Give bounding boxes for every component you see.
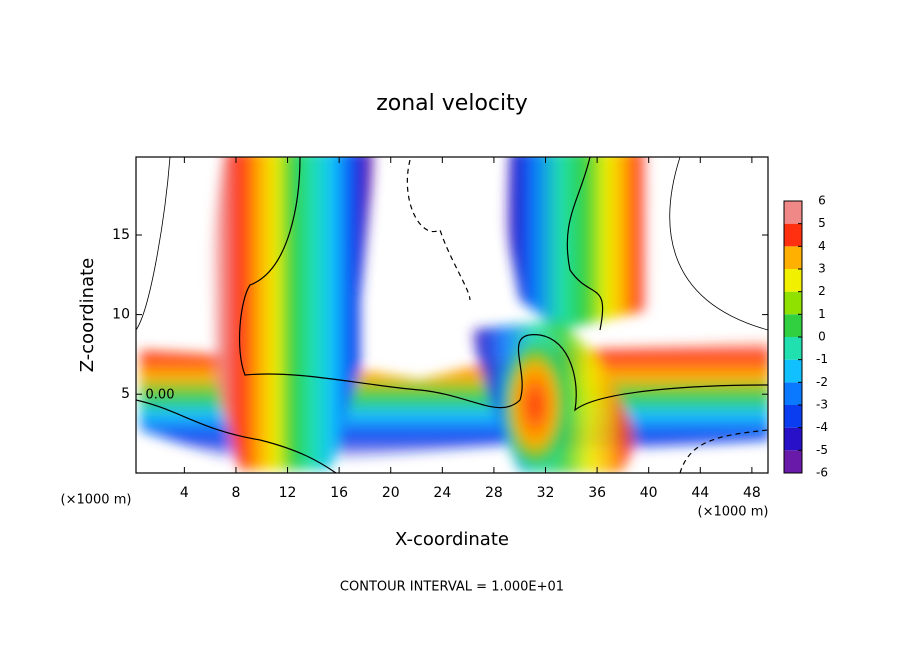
x-tick-label: 4 — [180, 485, 189, 501]
x-axis-label: X-coordinate — [395, 529, 509, 550]
colorbar-band — [784, 337, 802, 360]
x-tick-label: 24 — [433, 485, 451, 501]
colorbar-band — [784, 359, 802, 383]
x-tick-label: 40 — [640, 485, 658, 501]
x-tick-label: 28 — [485, 485, 503, 501]
contour-label: 0.00 — [146, 388, 175, 403]
colorbar-label: -1 — [816, 352, 828, 366]
colorbar-band — [784, 405, 802, 428]
colorbar-band — [784, 269, 802, 292]
x-tick-label: 32 — [537, 485, 555, 501]
colorbar-label: 4 — [818, 239, 826, 253]
colorbar-band — [784, 450, 802, 473]
x-tick-label: 48 — [743, 485, 761, 501]
contours — [136, 157, 768, 473]
colorbar-band — [784, 314, 802, 337]
colorbar-label: -6 — [816, 466, 828, 480]
y-tick-label: 5 — [121, 386, 130, 402]
colorbar-label: 5 — [818, 216, 826, 230]
colorbar-label: 0 — [818, 330, 826, 344]
x-tick-label: 12 — [279, 485, 297, 501]
colorbar-band — [784, 427, 802, 451]
colorbar-band — [784, 223, 802, 247]
y-axis-label: Z-coordinate — [77, 258, 98, 373]
colorbar-label: -3 — [816, 398, 828, 412]
field — [140, 157, 768, 473]
x-unit: (×1000 m) — [698, 505, 769, 520]
x-tick-label: 44 — [691, 485, 709, 501]
colorbar-band — [784, 291, 802, 315]
colorbar-label: 6 — [818, 194, 826, 208]
y-tick-label: 15 — [112, 227, 130, 243]
colorbar-label: 3 — [818, 262, 826, 276]
colorbar-band — [784, 382, 802, 405]
x-tick-label: 8 — [231, 485, 240, 501]
colorbar-label: -4 — [816, 420, 828, 434]
x-unit: (×1000 m) — [61, 493, 132, 508]
annotation: CONTOUR INTERVAL = 1.000E+01 — [340, 580, 564, 595]
x-tick-label: 16 — [330, 485, 348, 501]
colorbar-label: -5 — [816, 443, 828, 457]
colorbar-label: 1 — [818, 307, 826, 321]
x-tick-label: 36 — [588, 485, 606, 501]
x-tick-label: 20 — [382, 485, 400, 501]
colorbar-label: 2 — [818, 284, 826, 298]
chart-title: zonal velocity — [376, 91, 528, 116]
colorbar-band — [784, 201, 802, 224]
colorbar-band — [784, 246, 802, 269]
y-tick-label: 10 — [112, 307, 130, 323]
colorbar-label: -2 — [816, 375, 828, 389]
